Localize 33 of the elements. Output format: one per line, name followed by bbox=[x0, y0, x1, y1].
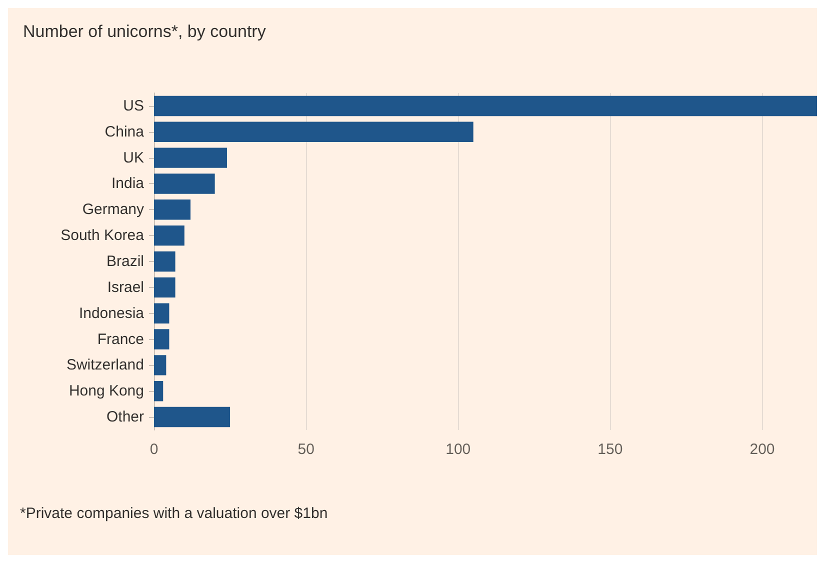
bar bbox=[154, 148, 227, 168]
bar bbox=[154, 355, 166, 376]
y-tick-label: India bbox=[111, 175, 145, 192]
bar bbox=[154, 251, 176, 272]
y-tick-label: UK bbox=[123, 149, 144, 166]
bar bbox=[154, 122, 474, 142]
y-tick-label: Israel bbox=[107, 278, 144, 296]
y-tick-label: Hong Kong bbox=[68, 382, 144, 400]
bar bbox=[154, 174, 215, 194]
bar bbox=[154, 303, 170, 324]
y-tick-label: South Korea bbox=[60, 227, 145, 244]
x-tick-label: 50 bbox=[298, 441, 314, 458]
chart-title: Number of unicorns*, by country bbox=[23, 22, 266, 41]
y-tick-label: Indonesia bbox=[78, 304, 145, 322]
text: *Private companies with a valuation over $1bn bbox=[20, 505, 328, 522]
bar bbox=[154, 225, 184, 246]
y-tick-label: Germany bbox=[82, 201, 144, 218]
bar bbox=[154, 277, 176, 298]
bar bbox=[154, 329, 170, 350]
x-tick-label: 200 bbox=[750, 441, 775, 458]
x-tick-label: 150 bbox=[598, 441, 623, 458]
y-tick-label: France bbox=[97, 330, 144, 348]
bar bbox=[154, 406, 230, 428]
y-tick-label: Other bbox=[106, 408, 144, 426]
bar bbox=[154, 96, 817, 116]
y-tick-label: US bbox=[123, 97, 144, 114]
x-tick-label: 0 bbox=[150, 441, 158, 458]
x-tick-label: 100 bbox=[446, 441, 471, 458]
y-tick-label: Switzerland bbox=[66, 356, 144, 374]
bar bbox=[154, 200, 190, 220]
bar bbox=[154, 381, 164, 402]
y-tick-label: Brazil bbox=[106, 253, 144, 270]
y-tick-label: China bbox=[104, 123, 145, 140]
